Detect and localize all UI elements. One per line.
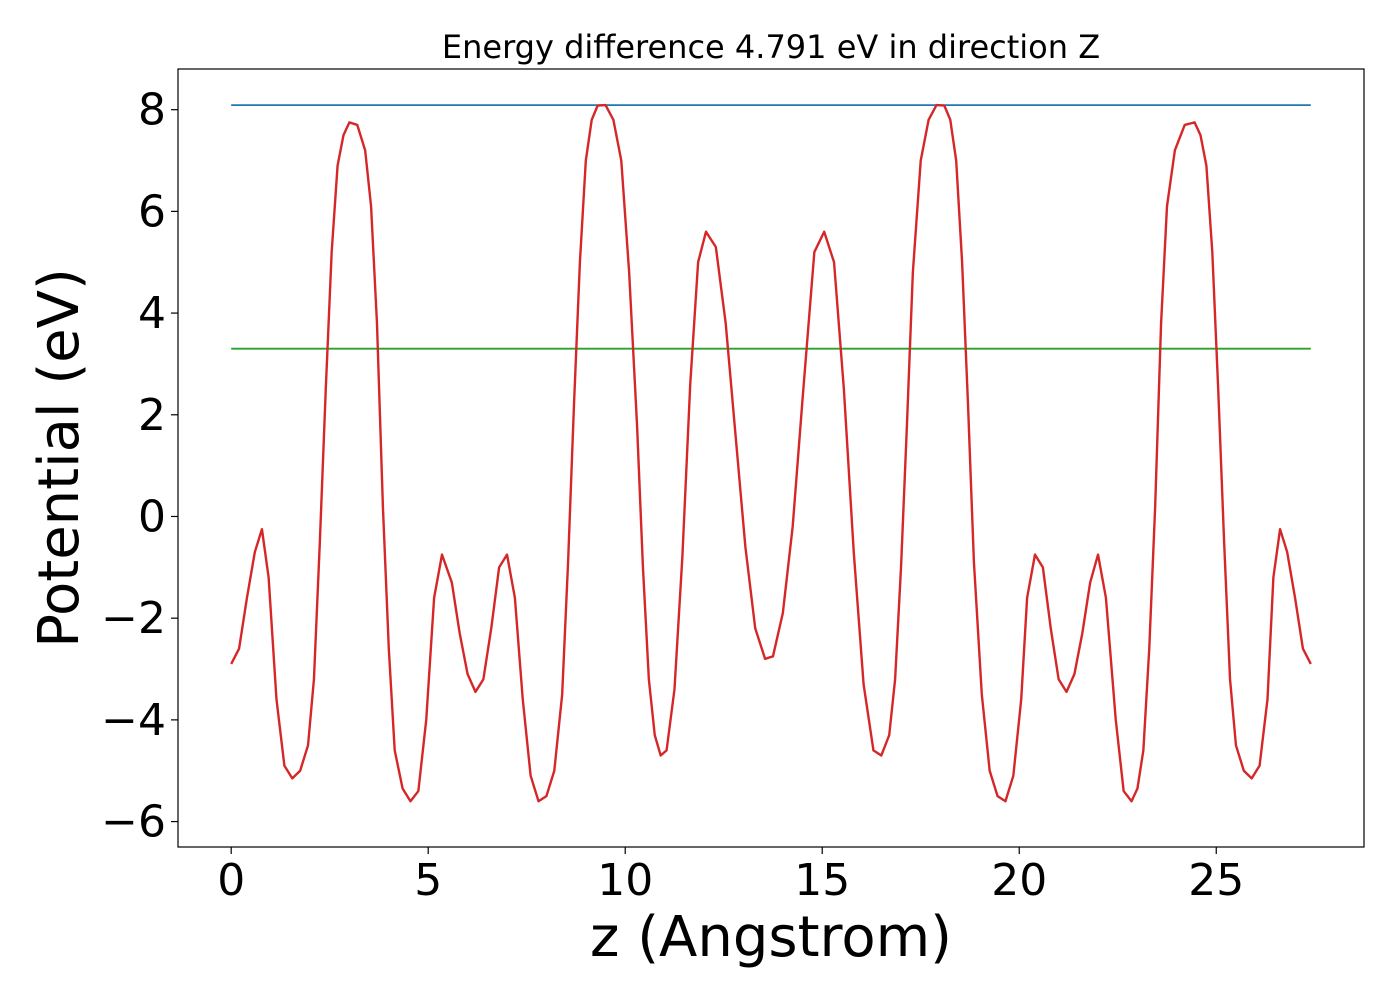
series-line-2 xyxy=(230,103,1312,803)
y-axis-label: Potential (eV) xyxy=(27,268,92,648)
y-tick-label: 0 xyxy=(138,491,166,542)
x-axis-label: z (Angstrom) xyxy=(590,905,952,970)
x-tick-label: 10 xyxy=(597,855,653,906)
y-axis-ticks: −6 −4 −2 0 2 4 6 8 xyxy=(101,85,178,848)
y-tick-label: 4 xyxy=(138,288,166,339)
x-tick-label: 15 xyxy=(794,855,850,906)
y-tick-label: −6 xyxy=(101,797,166,848)
y-tick-label: 8 xyxy=(138,85,166,136)
x-tick-label: 5 xyxy=(414,855,442,906)
series-layer xyxy=(230,103,1312,803)
chart-title: Energy difference 4.791 eV in direction … xyxy=(442,28,1100,66)
y-tick-label: −4 xyxy=(101,695,166,746)
y-tick-label: 6 xyxy=(138,186,166,237)
y-tick-label: −2 xyxy=(101,593,166,644)
x-tick-label: 25 xyxy=(1188,855,1244,906)
y-tick-label: 2 xyxy=(138,390,166,441)
x-axis-ticks: 0 5 10 15 20 25 xyxy=(217,847,1244,906)
x-tick-label: 0 xyxy=(217,855,245,906)
x-tick-label: 20 xyxy=(991,855,1047,906)
plot-area-frame xyxy=(177,68,1365,848)
